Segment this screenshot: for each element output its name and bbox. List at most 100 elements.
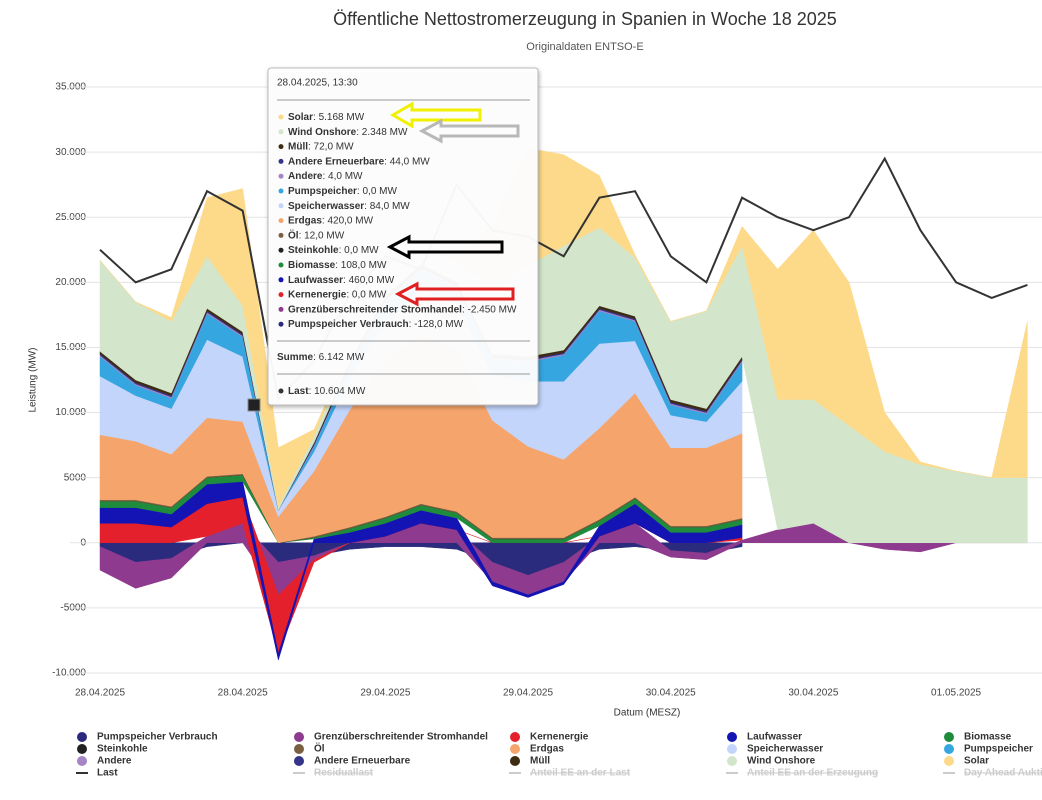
- legend-label: Müll: [530, 756, 550, 767]
- tooltip-value: : 4,0 MW: [322, 171, 363, 182]
- tooltip-row: Laufwasser: 460,0 MW: [288, 274, 395, 285]
- legend-label: Laufwasser: [747, 732, 802, 743]
- tooltip-name: Pumpspeicher: [288, 186, 357, 197]
- tooltip-value: : 44,0 MW: [384, 156, 430, 167]
- x-axis-title: Datum (MESZ): [614, 708, 681, 719]
- legend-label: Solar: [964, 756, 989, 767]
- tooltip-row: Solar: 5.168 MW: [288, 112, 365, 123]
- tooltip-name: Andere Erneuerbare: [288, 156, 385, 167]
- x-tick-label: 28.04.2025: [218, 688, 268, 699]
- y-axis-title: Leistung (MW): [28, 347, 39, 412]
- tooltip-name: Last: [288, 386, 309, 397]
- legend-symbol: [727, 756, 737, 766]
- x-tick-label: 29.04.2025: [503, 688, 553, 699]
- tooltip-sum: Summe: 6.142 MW: [277, 352, 365, 363]
- legend-symbol: [510, 744, 520, 754]
- tooltip-bullet: [278, 277, 284, 283]
- legend-symbol: [510, 732, 520, 742]
- legend-label: Kernenergie: [530, 732, 589, 743]
- tooltip-bullet: [278, 144, 284, 150]
- chart-title: Öffentliche Nettostromerzeugung in Spani…: [333, 9, 837, 29]
- tooltip-box: [267, 67, 539, 406]
- tooltip-name: Wind Onshore: [288, 126, 357, 137]
- arrow: [418, 118, 520, 144]
- tooltip-sum-part: Summe: [277, 352, 314, 363]
- tooltip-value: : 0,0 MW: [339, 245, 380, 256]
- tooltip-name: Erdgas: [288, 215, 322, 226]
- x-tick-label: 30.04.2025: [788, 688, 838, 699]
- legend-label: Anteil EE an der Erzeugung: [747, 768, 878, 779]
- arrow: [394, 281, 515, 307]
- tooltip-row: Speicherwasser: 84,0 MW: [288, 200, 410, 211]
- tooltip-value: : 12,0 MW: [299, 230, 345, 241]
- tooltip-value: : 0,0 MW: [357, 186, 398, 197]
- legend-symbol: [77, 756, 87, 766]
- legend-label: Wind Onshore: [747, 756, 816, 767]
- tooltip-row: Erdgas: 420,0 MW: [288, 215, 374, 226]
- legend-symbol: [77, 744, 87, 754]
- legend-label: Steinkohle: [97, 744, 148, 755]
- tooltip-sum-part: : 6.142 MW: [313, 352, 365, 363]
- tooltip-bullet: [278, 188, 284, 194]
- area: [99, 496, 743, 655]
- tooltip-row: Andere Erneuerbare: 44,0 MW: [288, 156, 430, 167]
- tooltip-name: Öl: [288, 228, 299, 241]
- legend-label: Residuallast: [314, 768, 374, 779]
- tooltip-row: Kernenergie: 0,0 MW: [288, 289, 387, 300]
- tooltip-value: : 2.348 MW: [356, 126, 408, 137]
- tooltip-value: : 84,0 MW: [364, 200, 410, 211]
- chart-subtitle: Originaldaten ENTSO-E: [526, 41, 643, 53]
- tooltip-value: : -128,0 MW: [409, 319, 464, 330]
- tooltip-value: : 5.168 MW: [313, 112, 365, 123]
- legend-symbol: [294, 756, 304, 766]
- legend-label: Anteil EE an der Last: [530, 768, 631, 779]
- legend-label: Öl: [314, 742, 325, 755]
- legend-label: Pumpspeicher Verbrauch: [97, 732, 218, 743]
- hover-marker: [247, 398, 261, 412]
- tooltip-name: Laufwasser: [288, 274, 343, 285]
- legend-label: Pumpspeicher: [964, 744, 1033, 755]
- legend-label: Andere: [97, 756, 132, 767]
- tooltip-row: Pumpspeicher: 0,0 MW: [288, 186, 397, 197]
- arrow: [390, 101, 482, 129]
- legend-symbol: [294, 744, 304, 754]
- tooltip-value: : 460,0 MW: [343, 274, 395, 285]
- tooltip-name: Speicherwasser: [288, 200, 364, 211]
- tooltip-row: Öl: 12,0 MW: [288, 228, 345, 241]
- tooltip-bullet: [278, 129, 284, 135]
- legend-label: Andere Erneuerbare: [314, 756, 411, 767]
- y-tick-label: -10.000: [52, 668, 86, 679]
- tooltip-name: Solar: [288, 112, 313, 123]
- legend-symbol: [944, 732, 954, 742]
- plot-area: [99, 147, 1028, 661]
- annotation-arrows: [386, 101, 520, 307]
- legend-symbol: [727, 732, 737, 742]
- tooltip-name: Müll: [288, 141, 308, 152]
- tooltip-bullet: [278, 247, 284, 253]
- x-tick-label: 28.04.2025: [75, 688, 125, 699]
- legend-symbol: [944, 756, 954, 766]
- legend-label: Speicherwasser: [747, 744, 823, 755]
- tooltip-bullet: [278, 203, 284, 209]
- tooltip-row: Last: 10.604 MW: [288, 386, 366, 397]
- x-tick-label: 29.04.2025: [360, 688, 410, 699]
- tooltip: 28.04.2025, 13:30 Solar: 5.168 MW Wind On…: [267, 67, 539, 406]
- tooltip-bullet: [278, 218, 284, 224]
- tooltip-name: Pumpspeicher Verbrauch: [288, 319, 409, 330]
- tooltip-row: Steinkohle: 0,0 MW: [288, 245, 379, 256]
- legend-symbol: [510, 756, 520, 766]
- tooltip-row: Biomasse: 108,0 MW: [288, 260, 387, 271]
- legend: Pumpspeicher Verbrauch Grenzüberschreiten…: [76, 732, 1042, 779]
- tooltip-value: : 10.604 MW: [309, 386, 366, 397]
- tooltip-row: Pumpspeicher Verbrauch: -128,0 MW: [288, 319, 464, 330]
- legend-label: Grenzüberschreitender Stromhandel: [314, 732, 488, 743]
- legend-label: Last: [97, 768, 118, 779]
- legend-label: Day Ahead Aukti: [964, 768, 1042, 779]
- tooltip-bullet: [278, 306, 284, 312]
- x-tick-label: 01.05.2025: [931, 688, 981, 699]
- tooltip-name: Grenzüberschreitender Stromhandel: [288, 304, 462, 315]
- tooltip-row: Grenzüberschreitender Stromhandel: -2.45…: [288, 304, 517, 315]
- tooltip-row: Andere: 4,0 MW: [288, 171, 363, 182]
- tooltip-bullet: [278, 292, 284, 298]
